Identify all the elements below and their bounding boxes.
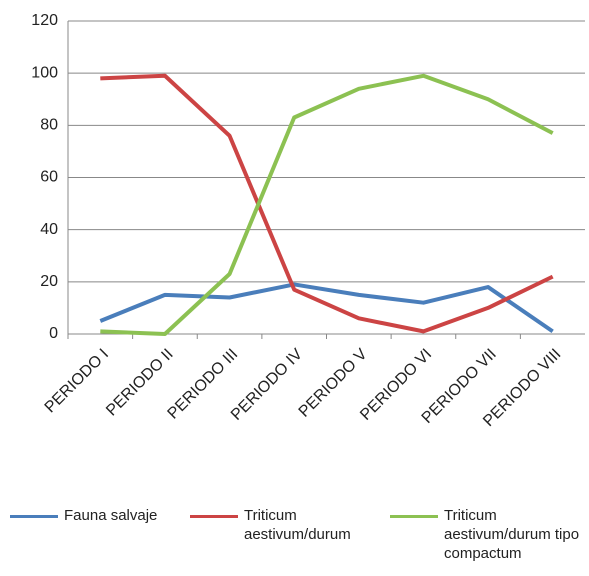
y-tick-label: 0 <box>49 325 58 342</box>
legend-swatch <box>10 515 58 518</box>
legend-swatch <box>390 515 438 518</box>
y-tick-label: 20 <box>40 273 58 290</box>
y-tick-label: 80 <box>40 117 58 134</box>
y-tick-label: 60 <box>40 169 58 186</box>
legend-item: Triticum aestivum/durum <box>190 506 351 544</box>
legend-swatch <box>190 515 238 518</box>
legend-item: Triticum aestivum/durum tipo compactum <box>390 506 580 563</box>
series-line <box>100 73 554 336</box>
y-tick-label: 120 <box>31 12 58 29</box>
series-line <box>100 73 554 334</box>
legend-label: Fauna salvaje <box>64 507 158 524</box>
y-tick-label: 40 <box>40 221 58 238</box>
y-tick-label: 100 <box>31 64 58 81</box>
legend-item: Fauna salvaje <box>10 506 180 525</box>
series-line <box>99 282 554 334</box>
legend-label: Triticum aestivum/durum <box>244 507 351 543</box>
x-tick-label: PERIODO I <box>42 346 113 417</box>
legend-label: Triticum aestivum/durum tipo compactum <box>444 507 580 562</box>
